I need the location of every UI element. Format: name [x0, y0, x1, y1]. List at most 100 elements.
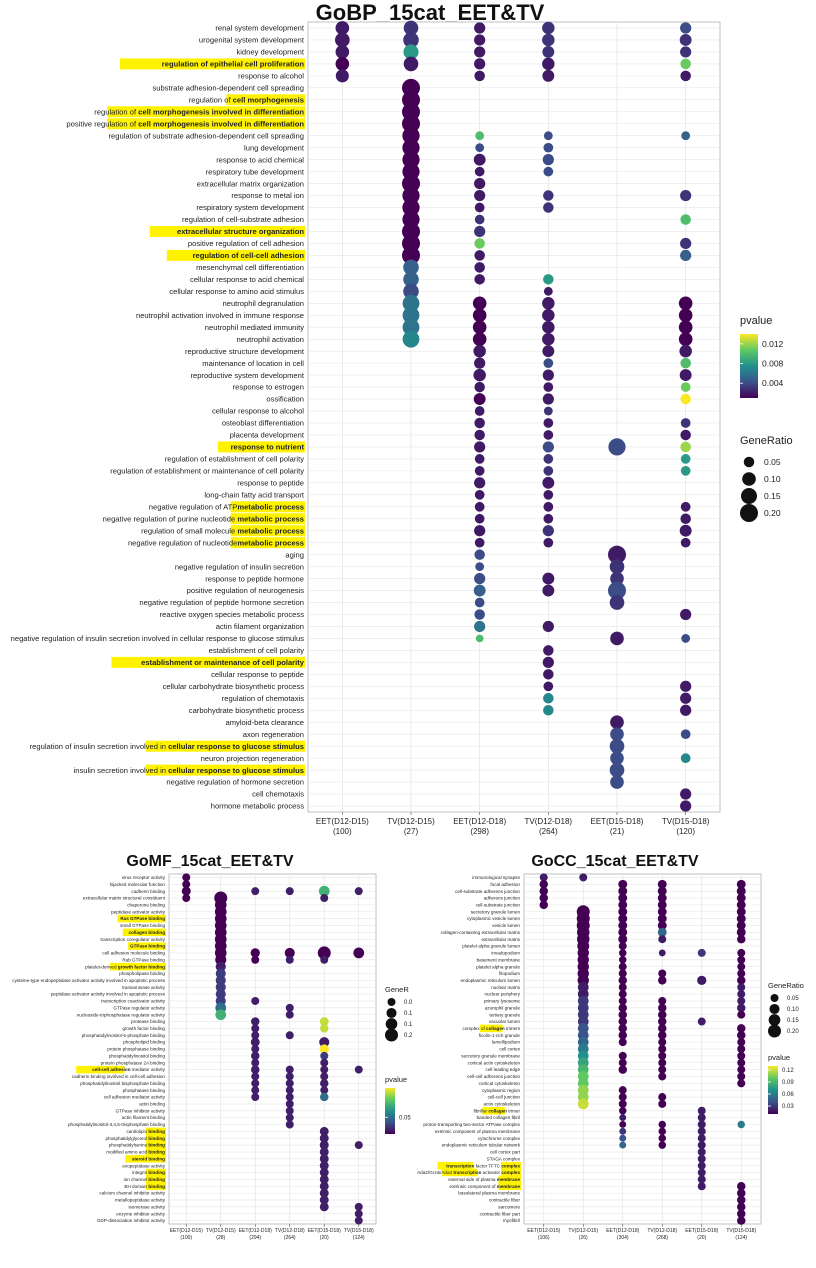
- data-point: [354, 887, 363, 896]
- term-highlight: [145, 1141, 166, 1149]
- term-label: regulation of cell-substrate adhesion: [182, 215, 304, 224]
- term-text: cell adhesion molecule binding: [102, 951, 165, 956]
- data-point: [618, 1031, 627, 1040]
- term-text: transcription coactivator activity: [101, 999, 166, 1004]
- term-highlight-text: cell morphogenesis involved in different…: [138, 119, 304, 128]
- term-label: transcription coactivator activity: [101, 999, 166, 1004]
- term-label: enzyme inhibitor activity: [116, 1211, 165, 1216]
- term-label: respiratory tube development: [206, 167, 305, 176]
- term-label: regulation of small molecule metabolic p…: [141, 525, 305, 537]
- data-point: [542, 369, 554, 381]
- term-label: response to peptide hormone: [205, 574, 304, 583]
- term-segment: contractile fiber: [489, 1198, 521, 1203]
- term-label: platelet alpha granule: [476, 964, 520, 969]
- data-point: [737, 955, 746, 964]
- size-legend-dot: [740, 504, 758, 522]
- term-label: Ada2/Gcn5/Ada3 transcription activator c…: [417, 1168, 521, 1177]
- term-label: ficolin-1-rich granule: [479, 1033, 521, 1038]
- data-point: [681, 634, 691, 643]
- data-point: [658, 1099, 667, 1108]
- term-segment: external side of plasma: [448, 1177, 497, 1182]
- term-highlight-text: complex: [501, 1170, 520, 1175]
- data-point: [680, 382, 691, 392]
- term-label: fibrillar collagen trimer: [474, 1107, 520, 1115]
- term-segment: urogenital system development: [199, 36, 305, 45]
- data-point: [680, 692, 692, 704]
- term-segment: regulation of chemotaxis: [222, 694, 305, 703]
- size-legend-dot: [768, 1014, 781, 1026]
- term-segment: primary lysosome: [484, 999, 520, 1004]
- data-point: [577, 1098, 589, 1110]
- term-text: ion channel binding: [124, 1177, 166, 1182]
- term-label: cell-cell junction: [488, 1095, 521, 1100]
- term-text: proton-transporting two-sector ATPase co…: [423, 1122, 520, 1127]
- term-label: cell adhesion mediator activity: [104, 1095, 166, 1100]
- term-text: insulin secretion involved in cellular r…: [74, 766, 304, 775]
- data-point: [658, 1141, 666, 1149]
- term-label: cellular carbohydrate biosynthetic proce…: [163, 682, 305, 691]
- term-segment: negative regulation of purine nucleotide: [103, 514, 238, 523]
- data-point: [182, 894, 191, 903]
- term-segment: cellular response to amino acid stimulus: [169, 287, 304, 296]
- term-label: actin binding: [139, 1102, 165, 1107]
- data-point: [543, 537, 554, 548]
- term-text: GDP-dissociation inhibitor activity: [97, 1218, 166, 1223]
- term-text: platelet alpha granule lumen: [462, 944, 520, 949]
- term-label: regulation of cell morphogenesis involve…: [94, 106, 305, 118]
- term-text: cytochrome complex: [478, 1136, 521, 1141]
- term-label: GDP-dissociation inhibitor activity: [97, 1218, 166, 1223]
- term-highlight-text: metabolic process: [237, 514, 304, 523]
- term-label: protein phosphatase 2A binding: [101, 1060, 166, 1065]
- term-text: maintenance of location in cell: [202, 359, 304, 368]
- term-label: nucleoside-triphosphatase regulator acti…: [77, 1012, 166, 1017]
- term-highlight-text: binding: [148, 1129, 165, 1134]
- data-point: [285, 1120, 294, 1129]
- data-point: [619, 1127, 627, 1135]
- data-point: [610, 571, 624, 586]
- term-segment: ficolin-1-rich granule: [479, 1033, 521, 1038]
- term-segment: calcium channel inhibitor activity: [99, 1191, 165, 1196]
- term-highlight-text: complex: [501, 1163, 520, 1168]
- data-point: [539, 880, 548, 889]
- term-text: cellular carbohydrate biosynthetic proce…: [163, 682, 305, 691]
- term-text: GTPase binding: [130, 944, 165, 949]
- data-point: [737, 1120, 745, 1129]
- data-point: [618, 1058, 627, 1067]
- x-tick-label: EET(D12-D15): [316, 817, 369, 826]
- term-text: cortical actin cytoskeleton: [468, 1060, 521, 1065]
- data-point: [680, 393, 691, 405]
- term-highlight-text: metabolic process: [237, 502, 304, 511]
- term-highlight-text: regulation of cell-cell adhesion: [193, 251, 305, 260]
- term-segment: factor TFTC: [474, 1163, 501, 1168]
- data-point: [250, 1037, 260, 1047]
- data-point: [737, 1058, 746, 1067]
- term-segment: peptidase activator activity: [111, 909, 166, 914]
- data-point: [251, 1072, 260, 1081]
- size-legend-dot: [770, 994, 779, 1002]
- term-label: proton-transporting two-sector ATPase co…: [423, 1122, 520, 1127]
- term-segment: cellular response to peptide: [211, 670, 304, 679]
- data-point: [618, 962, 627, 971]
- term-segment: regulation of cell-substrate adhesion: [182, 215, 304, 224]
- term-label: cell adhesion molecule binding: [102, 951, 165, 956]
- term-text: hijacked molecular function: [110, 882, 166, 887]
- term-label: regulation of chemotaxis: [222, 694, 305, 703]
- term-text: extracellular matrix: [481, 937, 520, 942]
- term-segment: response to alcohol: [238, 72, 304, 81]
- term-highlight: [442, 1168, 478, 1177]
- term-label: phosphatidylserine binding: [109, 1141, 166, 1149]
- data-point: [542, 332, 555, 346]
- data-point: [542, 154, 554, 166]
- term-segment: insulin secretion involved in: [74, 766, 169, 775]
- data-point: [680, 237, 692, 250]
- term-label: primary lysosome: [484, 999, 520, 1004]
- term-text: sarcomere: [498, 1204, 520, 1209]
- term-text: GTPase regulator activity: [113, 1005, 165, 1010]
- data-point: [402, 114, 420, 133]
- term-highlight: [437, 1161, 474, 1170]
- data-point: [285, 1010, 294, 1019]
- data-point: [542, 320, 555, 334]
- term-segment: cell cortex part: [490, 1150, 521, 1155]
- data-point: [542, 45, 555, 58]
- term-text: nuclear matrix: [491, 985, 521, 990]
